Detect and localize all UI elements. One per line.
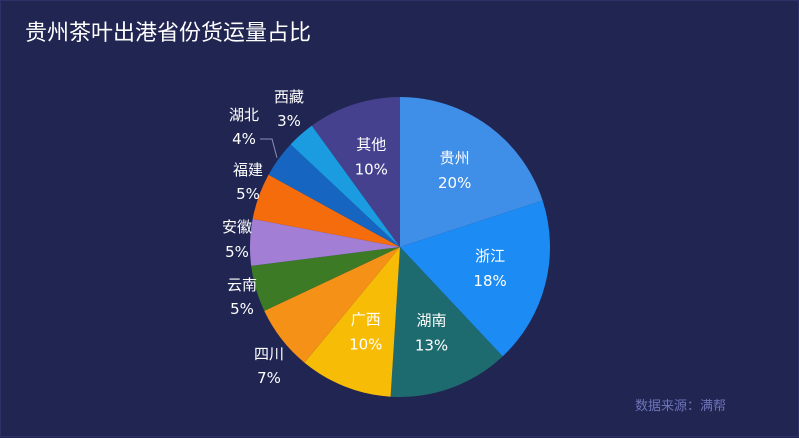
slice-percent: 7% [257,369,281,387]
slice-label: 西藏 [274,88,304,106]
slice-percent: 18% [473,272,506,290]
slice-label: 其他 [356,136,386,154]
slice-label: 安徽 [222,218,252,236]
slice-label: 湖南 [416,312,446,330]
pie-slice [400,200,551,357]
slice-percent: 4% [232,130,256,148]
slice-percent: 10% [349,335,382,353]
pie-slice [249,218,400,266]
pie-slice [311,97,400,247]
slice-label: 云南 [227,276,257,294]
slice-percent: 10% [355,161,388,179]
pie-slice [264,247,400,363]
pie-slice [290,125,400,247]
slice-label: 广西 [351,310,381,328]
pie-slice [390,247,503,397]
slice-percent: 13% [415,337,448,355]
pie-slice [252,174,400,247]
slice-label: 四川 [254,345,284,363]
slice-label: 贵州 [440,149,470,167]
slice-percent: 3% [277,112,301,130]
slice-percent: 5% [225,243,249,261]
pie-slice [400,97,543,247]
slice-percent: 5% [236,185,260,203]
slice-percent: 5% [230,300,254,318]
slice-label: 湖北 [229,106,259,124]
slice-label: 福建 [233,161,263,179]
pie-slice [304,247,400,397]
slice-percent: 20% [438,174,471,192]
pie-slice [251,247,400,311]
data-source-note: 数据来源：满帮 [634,399,726,414]
slice-label: 浙江 [475,247,505,265]
label-leader-line [260,138,278,158]
chart-title: 贵州茶叶出港省份货运量占比 [25,21,312,46]
pie-slice [268,144,400,247]
